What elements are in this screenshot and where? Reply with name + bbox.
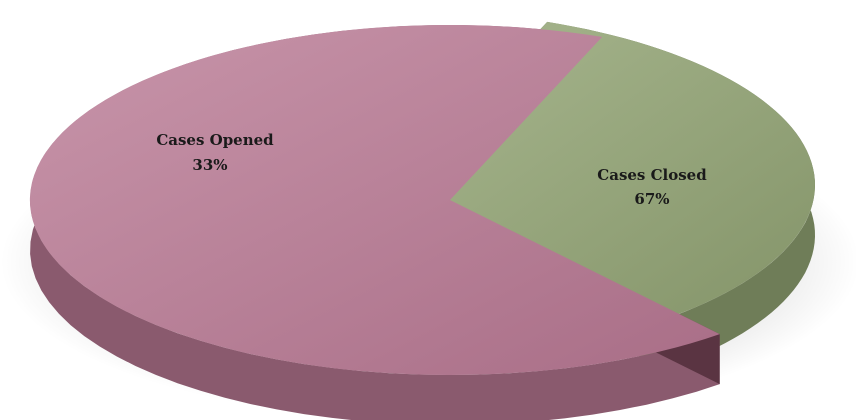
slice-side-cases-closed [30, 25, 720, 420]
slice-label-cases-opened: Cases Opened [156, 131, 274, 149]
slice-label-cases-closed: Cases Closed [597, 166, 707, 184]
slice-value-cases-opened: 33% [192, 156, 227, 174]
slice-cases-closed [29, 24, 720, 375]
slice-value-cases-closed: 67% [634, 190, 669, 208]
slices-layer [29, 21, 815, 420]
